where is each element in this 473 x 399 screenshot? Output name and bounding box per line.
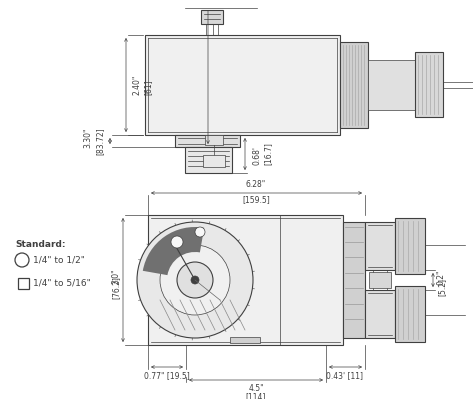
Bar [340, 42, 368, 128]
Ellipse shape [137, 222, 253, 338]
Text: 0.77" [19.5]: 0.77" [19.5] [144, 371, 190, 380]
Circle shape [15, 253, 29, 267]
Bar [201, 10, 223, 24]
Bar [395, 286, 425, 342]
Text: 3.30"
[83.72]: 3.30" [83.72] [84, 127, 104, 155]
Bar [205, 135, 223, 145]
Bar [369, 272, 391, 288]
Bar [230, 337, 260, 343]
Bar [148, 215, 343, 345]
Bar [415, 52, 443, 117]
Text: [76.2]: [76.2] [111, 277, 120, 299]
Text: 6.28": 6.28" [246, 180, 266, 189]
Text: 0.2": 0.2" [437, 269, 446, 285]
Bar [395, 218, 425, 274]
Text: [114]: [114] [246, 392, 266, 399]
Text: 0.43' [11]: 0.43' [11] [326, 371, 363, 380]
Bar [203, 155, 225, 167]
Ellipse shape [177, 262, 213, 298]
Text: [159.5]: [159.5] [242, 195, 270, 204]
Text: 1/4" to 5/16": 1/4" to 5/16" [33, 279, 91, 288]
Bar [145, 35, 340, 135]
Circle shape [191, 276, 199, 284]
Bar [185, 147, 232, 173]
Wedge shape [143, 227, 204, 275]
Text: Standard:: Standard: [15, 240, 65, 249]
Bar [175, 135, 240, 147]
Bar [365, 290, 395, 338]
Text: 2.40"
[61]: 2.40" [61] [132, 75, 152, 95]
Text: 4.5": 4.5" [248, 384, 264, 393]
Bar [18, 278, 29, 289]
Bar [343, 222, 365, 338]
Text: 0.68'
[16.7]: 0.68' [16.7] [252, 142, 272, 166]
Bar [368, 60, 418, 110]
Circle shape [171, 236, 183, 248]
Text: 1/4" to 1/2": 1/4" to 1/2" [33, 255, 85, 265]
Bar [365, 222, 395, 270]
Text: 3.0": 3.0" [111, 268, 120, 284]
Circle shape [195, 227, 205, 237]
Text: [5.2]: [5.2] [437, 278, 446, 296]
Ellipse shape [160, 245, 230, 315]
